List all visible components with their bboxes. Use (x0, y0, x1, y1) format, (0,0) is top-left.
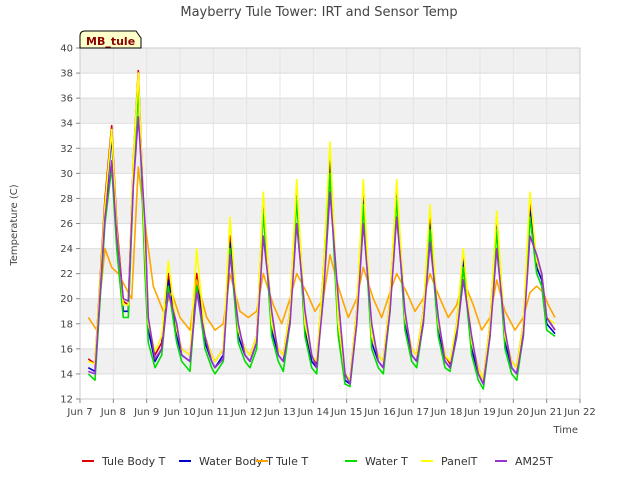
y-axis-label: Temperature (C) (9, 184, 20, 266)
y-axis-ticks: 12 14 16 18 20 22 24 26 28 30 32 34 36 38 40 (60, 44, 80, 406)
grid-band (80, 48, 580, 74)
y-tick-label: 28 (60, 194, 73, 205)
x-tick-label: Jun 10 (163, 407, 196, 418)
y-tick-label: 18 (60, 319, 73, 330)
y-tick-label: 30 (60, 169, 73, 180)
x-tick-label: Jun 12 (230, 407, 263, 418)
legend-label: AM25T (515, 455, 553, 468)
site-tag-shape (79, 30, 142, 49)
x-tick-label: Jun 17 (397, 407, 430, 418)
y-tick-label: 40 (60, 44, 73, 55)
grid-band (80, 248, 580, 274)
y-tick-label: 26 (60, 219, 73, 230)
x-tick-label: Jun 16 (363, 407, 396, 418)
legend-item: Water T (345, 455, 408, 468)
y-tick-label: 24 (60, 244, 73, 255)
legend-label: Tule T (275, 455, 308, 468)
y-tick-label: 14 (60, 369, 73, 380)
x-tick-label: Jun 19 (463, 407, 496, 418)
legend-item: Tule T (256, 455, 308, 468)
legend-item: Water Body T (179, 455, 273, 468)
y-tick-label: 22 (60, 269, 73, 280)
x-tick-label: Jun 18 (430, 407, 463, 418)
x-tick-label: Jun 8 (100, 407, 126, 418)
legend-label: Water Body T (199, 455, 273, 468)
x-tick-label: Jun 15 (330, 407, 363, 418)
y-tick-label: 12 (60, 395, 73, 406)
x-tick-label: Jun 22 (563, 407, 596, 418)
x-axis-ticks: Jun 7 Jun 8 Jun 9 Jun 10 Jun 11 Jun 12 Jun 13 J… (66, 399, 596, 418)
series-line-5 (88, 72, 556, 381)
series-line-6 (88, 116, 556, 385)
legend-item: AM25T (495, 455, 553, 468)
grid-band (80, 98, 580, 124)
x-tick-label: Jun 9 (133, 407, 159, 418)
y-tick-label: 20 (60, 294, 73, 305)
legend-label: Water T (365, 455, 408, 468)
legend: Tule Body T Water Body T Tule T Water T Pane… (82, 455, 553, 468)
series-lines (87, 69, 556, 390)
site-tag: MB_tule (79, 30, 142, 49)
y-tick-label: 38 (60, 69, 73, 80)
legend-item: Tule Body T (82, 455, 166, 468)
legend-item: PanelT (421, 455, 478, 468)
chart-title: Mayberry Tule Tower: IRT and Sensor Temp (180, 5, 457, 20)
x-tick-label: Jun 14 (297, 407, 330, 418)
x-tick-label: Jun 13 (263, 407, 296, 418)
x-tick-label: Jun 21 (530, 407, 563, 418)
site-tag-label: MB_tule (86, 35, 135, 48)
x-tick-label: Jun 20 (497, 407, 530, 418)
x-tick-label: Jun 7 (66, 407, 92, 418)
legend-label: Tule Body T (101, 455, 166, 468)
y-tick-label: 34 (60, 119, 73, 130)
y-tick-label: 16 (60, 344, 73, 355)
x-tick-label: Jun 11 (197, 407, 230, 418)
y-tick-label: 32 (60, 144, 73, 155)
y-tick-label: 36 (60, 94, 73, 105)
legend-label: PanelT (441, 455, 478, 468)
x-axis-label: Time (553, 425, 578, 436)
grid-band (80, 348, 580, 374)
